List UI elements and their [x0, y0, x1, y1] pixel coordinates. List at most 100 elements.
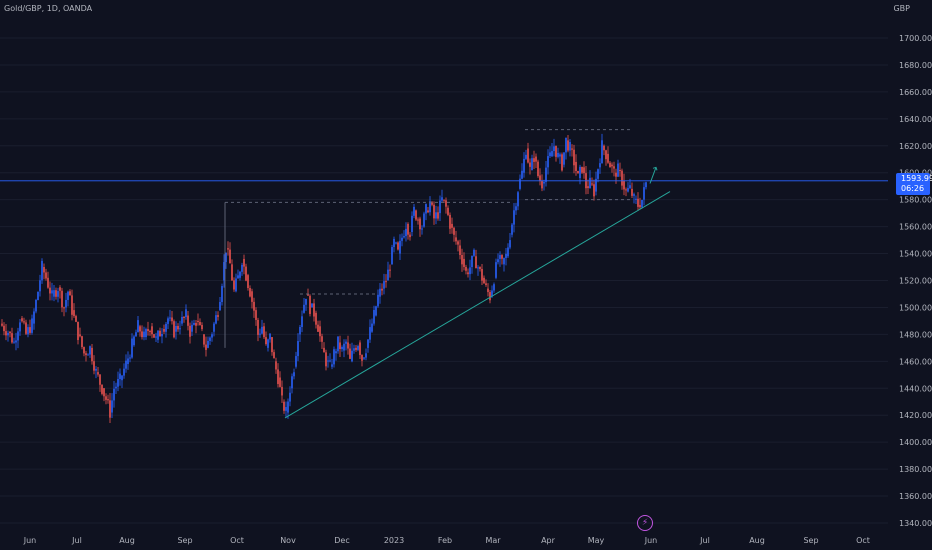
candle-body	[355, 347, 357, 350]
candle-body	[365, 353, 367, 358]
candle-body	[33, 311, 35, 324]
candle-body	[409, 234, 411, 238]
candle-body	[117, 379, 119, 387]
candle-body	[631, 188, 633, 196]
candle-body	[85, 353, 87, 356]
candle-body	[281, 386, 283, 396]
candle-body	[397, 242, 399, 250]
candle-body	[335, 351, 337, 354]
candle-body	[49, 287, 51, 294]
y-tick-label: 1680.000	[899, 61, 932, 70]
y-tick-label: 1580.000	[899, 196, 932, 205]
candle-body	[61, 290, 63, 308]
candle-body	[39, 280, 41, 292]
candle-body	[91, 347, 93, 362]
candle-body	[461, 255, 463, 265]
candle-body	[5, 331, 7, 336]
candle-body	[525, 154, 527, 159]
candle-body	[519, 178, 521, 189]
y-tick-label: 1700.000	[899, 34, 932, 43]
y-tick-label: 1560.000	[899, 223, 932, 232]
candle-body	[319, 326, 321, 337]
candle-body	[437, 212, 439, 219]
candle-body	[597, 169, 599, 179]
candle-body	[619, 170, 621, 172]
candle-body	[627, 188, 629, 192]
candle-body	[195, 323, 197, 326]
candle-body	[57, 291, 59, 297]
candle-body	[345, 341, 347, 344]
candle-body	[143, 331, 145, 338]
y-tick-label: 1340.000	[899, 519, 932, 528]
candle-body	[469, 267, 471, 275]
last-price: 1593.999	[901, 174, 932, 183]
candle-body	[269, 333, 271, 340]
x-tick-label: Feb	[438, 536, 452, 545]
y-tick-label: 1420.000	[899, 411, 932, 420]
y-tick-label: 1520.000	[899, 277, 932, 286]
candle-body	[161, 334, 163, 337]
candle-body	[79, 334, 81, 337]
bar-countdown: 06:26	[901, 184, 925, 193]
candle-body	[559, 154, 561, 157]
candle-body	[113, 388, 115, 401]
candle-body	[417, 219, 419, 221]
bolt-icon[interactable]: ⚡	[637, 515, 653, 531]
candle-body	[227, 248, 229, 250]
candle-body	[385, 281, 387, 283]
candle-body	[485, 283, 487, 285]
candle-body	[395, 242, 397, 244]
candle-body	[507, 247, 509, 257]
candle-body	[463, 258, 465, 267]
candle-body	[515, 206, 517, 211]
candle-body	[249, 287, 251, 297]
candle-body	[141, 331, 143, 338]
candle-body	[17, 331, 19, 341]
candle-body	[241, 264, 243, 272]
candle-body	[15, 340, 17, 343]
candle-body	[553, 146, 555, 152]
candle-body	[119, 373, 121, 380]
x-tick-label: Sep	[177, 536, 192, 545]
x-tick-label: Oct	[230, 536, 244, 545]
candle-body	[173, 321, 175, 338]
candle-body	[277, 369, 279, 385]
candle-body	[641, 199, 643, 208]
candle-body	[279, 377, 281, 387]
candle-body	[327, 360, 329, 362]
candle-body	[207, 340, 209, 348]
candle-body	[87, 354, 89, 356]
candle-body	[543, 181, 545, 184]
candle-body	[493, 284, 495, 291]
candle-body	[283, 401, 285, 411]
candle-body	[639, 205, 641, 208]
candle-body	[369, 327, 371, 340]
candle-body	[291, 376, 293, 389]
candle-body	[259, 333, 261, 335]
y-tick-label: 1620.000	[899, 142, 932, 151]
candle-body	[285, 407, 287, 411]
candle-body	[145, 329, 147, 338]
candle-body	[101, 384, 103, 394]
candle-body	[153, 334, 155, 338]
candle-body	[601, 140, 603, 164]
y-tick-label: 1380.000	[899, 465, 932, 474]
candle-body	[201, 324, 203, 330]
candle-body	[379, 288, 381, 297]
candle-body	[329, 360, 331, 362]
candle-body	[527, 148, 529, 163]
candle-body	[287, 401, 289, 413]
candle-body	[503, 257, 505, 265]
candle-body	[265, 337, 267, 345]
symbol-title[interactable]: Gold/GBP, 1D, OANDA	[4, 4, 93, 13]
candle-body	[267, 339, 269, 348]
candle-body	[213, 323, 215, 332]
candle-body	[381, 288, 383, 291]
candle-body	[443, 199, 445, 201]
candle-body	[529, 162, 531, 167]
candle-body	[197, 320, 199, 322]
candle-body	[105, 396, 107, 400]
candle-body	[535, 156, 537, 162]
candle-body	[593, 184, 595, 197]
